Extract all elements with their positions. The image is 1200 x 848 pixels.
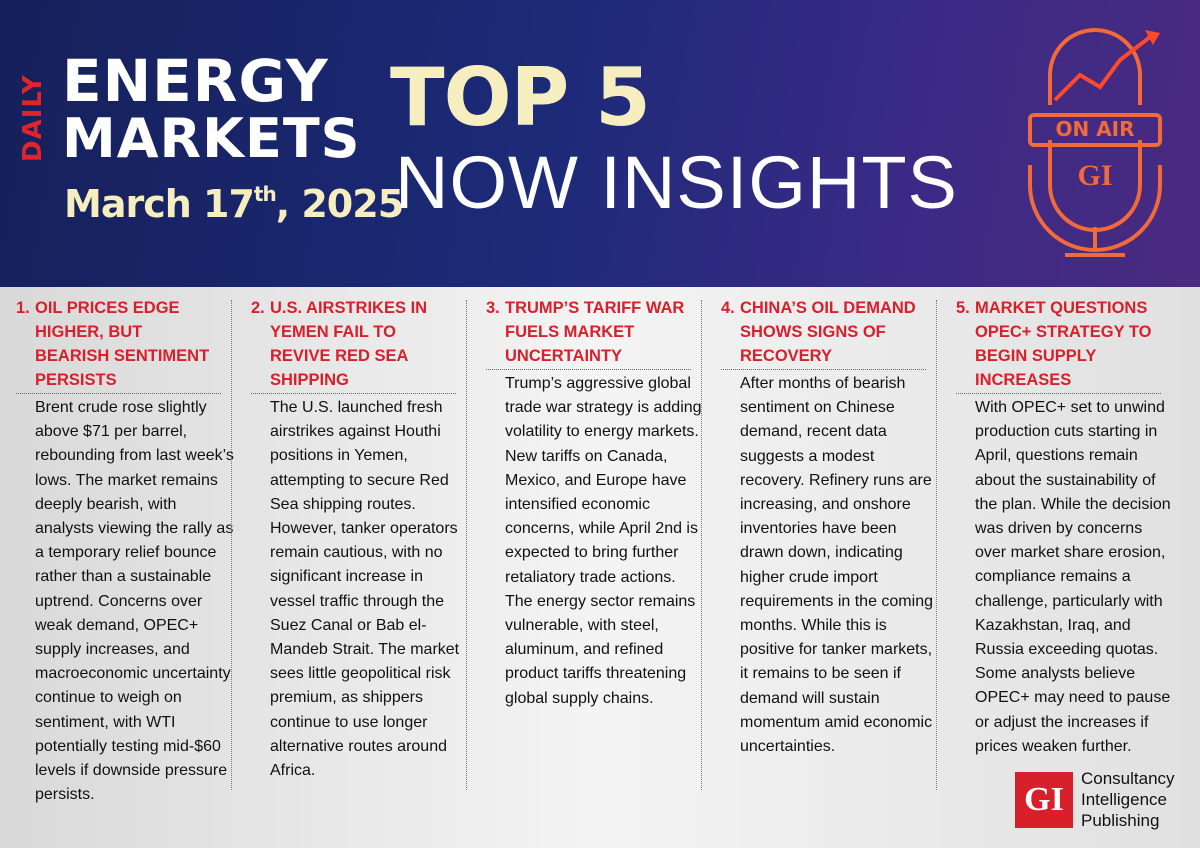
date-year: , 2025 [275,182,404,226]
insight-column: U.S. AIRSTRIKES IN YEMEN FAIL TO REVIVE … [237,296,469,783]
insight-column: TRUMP’S TARIFF WAR FUELS MARKET UNCERTAI… [472,296,704,711]
footer-logo: GI [1015,772,1073,828]
insight-title: MARKET QUESTIONS OPEC+ STRATEGY TO BEGIN… [956,296,1161,394]
header: DAILY ENERGY MARKETS March 17th, 2025 TO… [0,0,1200,287]
insight-title: CHINA’S OIL DEMAND SHOWS SIGNS OF RECOVE… [721,296,926,370]
footer-line: Consultancy [1081,769,1175,788]
insight-number: 4. [721,299,735,317]
insight-column: OIL PRICES EDGE HIGHER, BUT BEARISH SENT… [2,296,234,807]
insight-body: After months of bearish sentiment on Chi… [740,375,933,756]
insight-body: With OPEC+ set to unwind production cuts… [975,399,1171,755]
insight-body: Trump’s aggressive global trade war stra… [505,375,702,707]
insight-body: Brent crude rose slightly above $71 per … [35,399,234,804]
insight-title: U.S. AIRSTRIKES IN YEMEN FAIL TO REVIVE … [251,296,456,394]
footer-text: Consultancy Intelligence Publishing [1081,768,1175,831]
insights-label: NOW INSIGHTS [395,141,958,224]
mic-logo: GI [1077,159,1112,192]
date-suffix: th [253,182,277,206]
insight-number: 3. [486,299,500,317]
microphone-icon: ON AIR GI [1028,28,1162,257]
insight-title: OIL PRICES EDGE HIGHER, BUT BEARISH SENT… [16,296,221,394]
date: March 17th, 2025 [64,182,404,226]
energy-label: ENERGY [62,47,329,115]
footer-line: Intelligence [1081,790,1168,809]
insight-number: 2. [251,299,265,317]
daily-label: DAILY [18,74,48,162]
column-separator [701,300,702,790]
markets-label: MARKETS [62,107,361,170]
insight-column: MARKET QUESTIONS OPEC+ STRATEGY TO BEGIN… [942,296,1174,759]
insight-column: CHINA’S OIL DEMAND SHOWS SIGNS OF RECOVE… [707,296,939,759]
date-day: March 17 [64,182,255,226]
column-separator [936,300,937,790]
insight-number: 1. [16,299,30,317]
top-label: TOP 5 [390,51,651,144]
column-separator [466,300,467,790]
footer-line: Publishing [1081,811,1160,830]
insight-title: TRUMP’S TARIFF WAR FUELS MARKET UNCERTAI… [486,296,691,370]
insight-body: The U.S. launched fresh airstrikes again… [270,399,460,780]
column-separator [231,300,232,790]
on-air-label: ON AIR [1055,117,1134,141]
insight-number: 5. [956,299,970,317]
